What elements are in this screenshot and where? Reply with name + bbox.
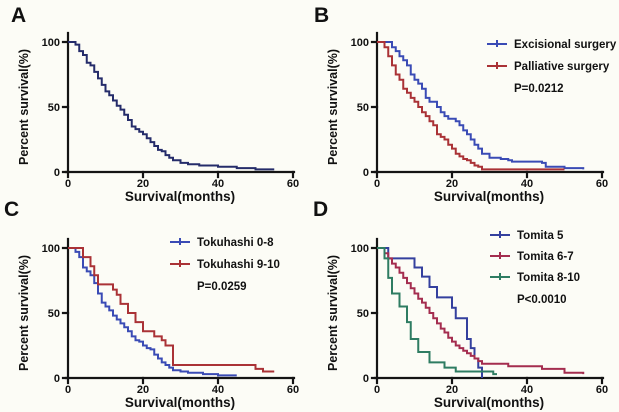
x-axis-label: Survival(months): [434, 395, 544, 410]
km-curve-tokuhashi-0-8: [68, 247, 237, 377]
legend-marker-icon: [490, 252, 510, 259]
p-value: P=0.0259: [197, 281, 247, 293]
x-tick: 0: [65, 384, 71, 396]
panel-label-d: D: [313, 198, 329, 221]
y-tick: 0: [363, 167, 369, 179]
y-tick: 50: [48, 102, 60, 114]
x-tick: 0: [374, 178, 380, 190]
y-axis-ticks: [61, 246, 70, 380]
km-curve-palliative: [377, 41, 565, 171]
p-value: P=0.0212: [514, 83, 564, 95]
legend-label: Tomita 6-7: [517, 251, 574, 263]
legend-label: Tokuhashi 9-10: [197, 259, 280, 271]
km-curve-tomita-8-10: [377, 247, 497, 376]
x-tick: 60: [287, 178, 299, 190]
legend: Tokuhashi 0-8 Tokuhashi 9-10 P=0.0259: [170, 237, 280, 293]
legend-marker-icon: [487, 62, 507, 69]
x-tick: 40: [521, 384, 533, 396]
x-axis-ticks: [66, 376, 295, 385]
x-axis-ticks: [375, 376, 604, 385]
panel-d-chart: 0 20 40 60 0 50 100 Survival(months) Per…: [326, 230, 608, 410]
y-axis-label: Percent survival(%): [326, 255, 340, 371]
legend: Excisional surgery Palliative surgery P=…: [487, 39, 617, 95]
y-tick: 50: [357, 308, 369, 320]
x-tick: 20: [137, 178, 149, 190]
km-curve-tokuhashi-9-10: [68, 247, 275, 373]
legend-label: Palliative surgery: [514, 61, 610, 73]
km-curve-excisional: [377, 41, 585, 170]
panel-label-c: C: [4, 198, 20, 221]
x-tick: 60: [596, 384, 608, 396]
legend-marker-icon: [490, 273, 510, 280]
legend: Tomita 5 Tomita 6-7 Tomita 8-10 P<0.0010: [490, 230, 580, 306]
km-curve-tomita-6-7: [377, 247, 585, 375]
x-axis-label: Survival(months): [125, 189, 235, 204]
legend-marker-icon: [170, 260, 190, 267]
legend-marker-icon: [490, 231, 510, 238]
x-tick: 0: [65, 178, 71, 190]
panel-a-chart: 0 20 40 60 0 50 100 Survival(months) Per…: [17, 31, 299, 204]
p-value: P<0.0010: [517, 294, 567, 306]
y-tick: 0: [363, 373, 369, 385]
y-tick: 100: [351, 243, 369, 255]
legend-label: Tomita 5: [517, 230, 564, 242]
panel-label-b: B: [314, 4, 330, 27]
y-axis-label: Percent survival(%): [17, 49, 31, 165]
y-axis-label: Percent survival(%): [17, 255, 31, 371]
y-tick: 100: [351, 37, 369, 49]
y-axis-ticks: [370, 40, 379, 174]
x-axis-ticks: [66, 170, 295, 179]
x-axis-ticks: [375, 170, 604, 179]
x-tick: 40: [521, 178, 533, 190]
panel-b-chart: 0 20 40 60 0 50 100 Survival(months) Per…: [326, 31, 617, 204]
x-axis-label: Survival(months): [125, 395, 235, 410]
y-axis-ticks: [61, 40, 70, 174]
x-tick: 20: [446, 178, 458, 190]
x-tick: 0: [374, 384, 380, 396]
x-tick: 60: [596, 178, 608, 190]
y-tick: 100: [42, 243, 60, 255]
legend-marker-icon: [487, 40, 507, 47]
km-curve-overall: [68, 41, 275, 171]
y-tick: 50: [357, 102, 369, 114]
y-axis-ticks: [370, 246, 379, 380]
x-tick: 40: [212, 178, 224, 190]
legend-label: Tokuhashi 0-8: [197, 237, 274, 249]
y-tick: 0: [54, 373, 60, 385]
x-tick: 20: [137, 384, 149, 396]
legend-marker-icon: [170, 238, 190, 245]
y-tick: 50: [48, 308, 60, 320]
x-tick: 20: [446, 384, 458, 396]
legend-label: Tomita 8-10: [517, 272, 580, 284]
legend-label: Excisional surgery: [514, 39, 617, 51]
panel-c-chart: 0 20 40 60 0 50 100 Survival(months) Per…: [17, 237, 299, 410]
y-axis-label: Percent survival(%): [326, 49, 340, 165]
panel-label-a: A: [11, 4, 27, 27]
y-tick: 100: [42, 37, 60, 49]
x-tick: 40: [212, 384, 224, 396]
y-tick: 0: [54, 167, 60, 179]
x-axis-label: Survival(months): [434, 189, 544, 204]
x-tick: 60: [287, 384, 299, 396]
